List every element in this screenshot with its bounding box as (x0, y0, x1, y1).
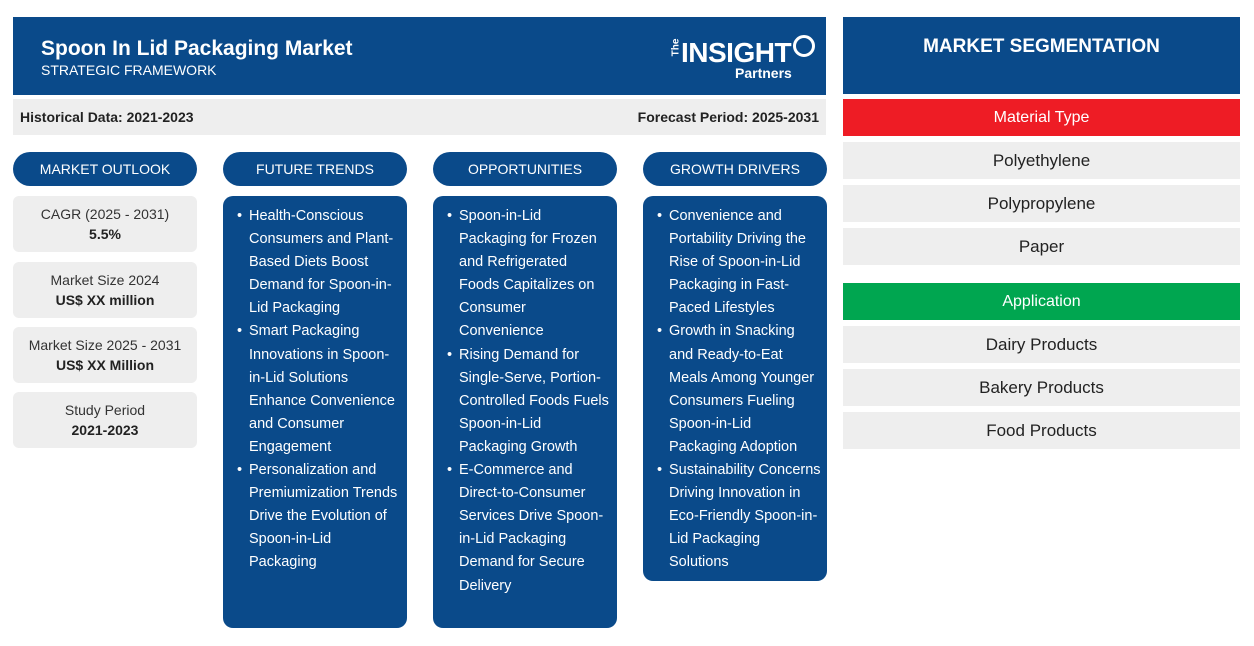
segment-item: Paper (843, 228, 1240, 265)
opportunities-card: Spoon-in-Lid Packaging for Frozen and Re… (433, 196, 617, 628)
outlook-market-size-forecast: Market Size 2025 - 2031 US$ XX Million (13, 327, 197, 383)
segment-item: Bakery Products (843, 369, 1240, 406)
driver-item: Sustainability Concerns Driving Innovati… (657, 459, 821, 574)
trend-item: Personalization and Premiumization Trend… (237, 459, 401, 574)
logo-ring-icon (793, 35, 815, 57)
period-bar: Historical Data: 2021-2023 Forecast Peri… (13, 99, 826, 135)
outlook-market-size-2024: Market Size 2024 US$ XX million (13, 262, 197, 318)
outlook-label: CAGR (2025 - 2031) (40, 206, 170, 222)
outlook-value: US$ XX million (55, 292, 155, 308)
trend-item: Health-Conscious Consumers and Plant-Bas… (237, 205, 401, 320)
outlook-value: 2021-2023 (71, 422, 139, 438)
segment-item: Polypropylene (843, 185, 1240, 222)
outlook-label: Market Size 2025 - 2031 (28, 337, 182, 353)
outlook-label: Market Size 2024 (50, 272, 160, 288)
opportunity-item: E-Commerce and Direct-to-Consumer Servic… (447, 459, 611, 598)
report-title: Spoon In Lid Packaging Market (41, 37, 353, 60)
driver-item: Convenience and Portability Driving the … (657, 205, 821, 320)
driver-item: Growth in Snacking and Ready-to-Eat Meal… (657, 320, 821, 459)
segment-item: Dairy Products (843, 326, 1240, 363)
market-segmentation-header: MARKET SEGMENTATION (843, 17, 1240, 94)
segment-item: Food Products (843, 412, 1240, 449)
report-subtitle: STRATEGIC FRAMEWORK (41, 62, 217, 78)
historical-data: Historical Data: 2021-2023 (20, 109, 194, 125)
logo-insight: INSIGHT (681, 37, 792, 68)
growth-drivers-card: Convenience and Portability Driving the … (643, 196, 827, 581)
future-trends-card: Health-Conscious Consumers and Plant-Bas… (223, 196, 407, 628)
growth-drivers-header: GROWTH DRIVERS (643, 152, 827, 186)
report-header: Spoon In Lid Packaging Market STRATEGIC … (13, 17, 826, 95)
trend-item: Smart Packaging Innovations in Spoon-in-… (237, 320, 401, 459)
outlook-study-period: Study Period 2021-2023 (13, 392, 197, 448)
opportunities-header: OPPORTUNITIES (433, 152, 617, 186)
future-trends-header: FUTURE TRENDS (223, 152, 407, 186)
segment-item: Polyethylene (843, 142, 1240, 179)
insight-partners-logo: The INSIGHT Partners (663, 33, 815, 81)
outlook-label: Study Period (64, 402, 146, 418)
segment-application: Application (843, 283, 1240, 320)
outlook-value: US$ XX Million (55, 357, 154, 373)
logo-the: The (670, 38, 682, 57)
forecast-period: Forecast Period: 2025-2031 (637, 109, 819, 125)
market-outlook-header: MARKET OUTLOOK (13, 152, 197, 186)
outlook-cagr: CAGR (2025 - 2031) 5.5% (13, 196, 197, 252)
opportunity-item: Rising Demand for Single-Serve, Portion-… (447, 344, 611, 459)
outlook-value: 5.5% (89, 226, 121, 242)
logo-partners: Partners (735, 65, 792, 81)
opportunity-item: Spoon-in-Lid Packaging for Frozen and Re… (447, 205, 611, 344)
segment-material-type: Material Type (843, 99, 1240, 136)
